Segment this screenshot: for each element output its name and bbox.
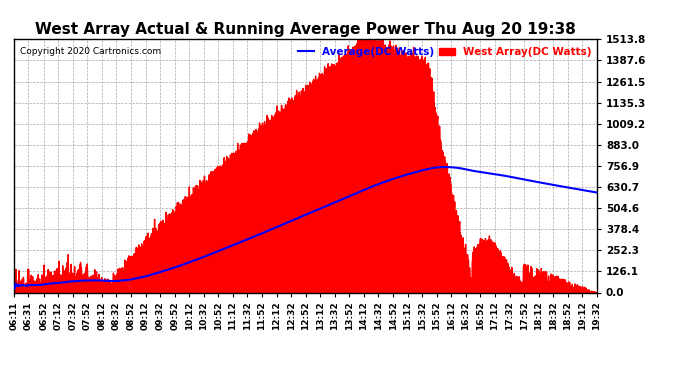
Title: West Array Actual & Running Average Power Thu Aug 20 19:38: West Array Actual & Running Average Powe… — [35, 22, 575, 37]
Legend: Average(DC Watts), West Array(DC Watts): Average(DC Watts), West Array(DC Watts) — [298, 47, 591, 57]
Text: Copyright 2020 Cartronics.com: Copyright 2020 Cartronics.com — [19, 47, 161, 56]
